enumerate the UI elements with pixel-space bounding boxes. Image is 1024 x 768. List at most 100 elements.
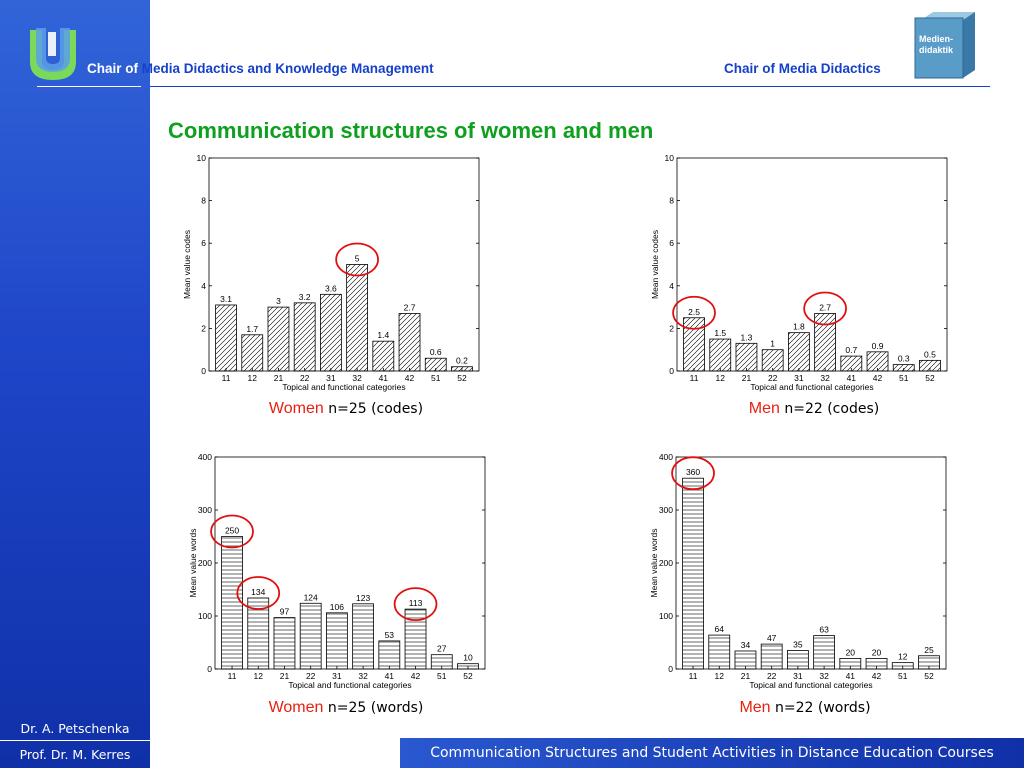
data-label: 35 — [793, 639, 803, 649]
university-logo — [30, 28, 76, 80]
bar — [221, 536, 243, 670]
data-label: 113 — [409, 598, 423, 608]
y-tick-label: 0 — [201, 366, 206, 376]
caption-men-codes: Men n=22 (codes) — [748, 400, 880, 417]
x-tick-label: 52 — [457, 373, 467, 383]
y-tick-label: 2 — [201, 323, 206, 333]
y-tick-label: 200 — [198, 558, 212, 568]
x-tick-label: 31 — [793, 671, 803, 681]
footer-title: Communication Structures and Student Act… — [430, 745, 994, 761]
data-label: 0.5 — [924, 349, 936, 359]
data-label: 64 — [715, 624, 725, 634]
data-label: 1.8 — [793, 322, 805, 332]
y-tick-label: 10 — [665, 153, 675, 163]
y-axis-label: Mean value words — [188, 529, 198, 598]
x-tick-label: 22 — [300, 373, 310, 383]
data-label: 1.7 — [246, 324, 258, 334]
x-tick-label: 11 — [222, 373, 231, 383]
y-tick-label: 100 — [659, 611, 673, 621]
chart-women-codes: 0 2 4 6 8 10 3.1 11 1.7 12 3 21 3.2 22 3.6 31 5 32 1.4 41 2.… — [182, 153, 480, 392]
y-axis-label: Mean value words — [649, 529, 659, 598]
highlight-circle — [210, 514, 254, 549]
data-label: 1.3 — [741, 332, 753, 342]
y-tick-label: 0 — [668, 664, 673, 674]
x-tick-label: 12 — [248, 373, 258, 383]
data-label: 10 — [463, 653, 473, 663]
media-didactics-logo: Medien- didaktik — [914, 12, 975, 79]
y-tick-label: 100 — [198, 611, 212, 621]
svg-text:didaktik: didaktik — [919, 45, 954, 55]
svg-text:Medien-: Medien- — [919, 34, 953, 44]
x-tick-label: 42 — [873, 373, 883, 383]
x-tick-label: 51 — [431, 373, 441, 383]
data-label: 20 — [872, 647, 882, 657]
data-label: 20 — [846, 647, 856, 657]
y-tick-label: 8 — [201, 196, 206, 206]
data-label: 97 — [280, 607, 290, 617]
x-axis-label: Topical and functional categories — [282, 382, 405, 392]
x-tick-label: 22 — [767, 671, 777, 681]
data-label: 250 — [225, 526, 239, 536]
header-divider-sidebar — [37, 86, 141, 87]
bar — [326, 612, 348, 670]
y-axis-label: Mean value codes — [182, 230, 192, 299]
data-label: 0.2 — [456, 356, 468, 366]
bar — [299, 602, 322, 670]
header-chair-left: Chair of Media Didactics and Knowledge M… — [87, 61, 434, 76]
x-tick-label: 21 — [280, 671, 290, 681]
data-label: 134 — [251, 587, 265, 597]
bar — [813, 635, 835, 670]
highlight-circle — [671, 456, 715, 491]
x-tick-label: 41 — [385, 671, 395, 681]
data-label: 0.7 — [845, 345, 857, 355]
x-tick-label: 51 — [899, 373, 909, 383]
bar — [709, 338, 732, 372]
x-tick-label: 31 — [794, 373, 804, 383]
data-label: 1.4 — [377, 330, 389, 340]
data-label: 1 — [770, 339, 775, 349]
bar — [735, 342, 758, 372]
y-tick-label: 0 — [207, 664, 212, 674]
y-tick-label: 300 — [659, 505, 673, 515]
x-tick-label: 21 — [742, 373, 752, 383]
x-tick-label: 32 — [819, 671, 829, 681]
bar — [682, 477, 704, 670]
bar — [267, 306, 290, 372]
y-tick-label: 300 — [198, 505, 212, 515]
y-tick-label: 400 — [198, 452, 212, 462]
x-tick-label: 51 — [898, 671, 908, 681]
bar — [760, 643, 783, 670]
highlight-circle — [393, 587, 438, 622]
footer-bar: Communication Structures and Student Act… — [400, 738, 1024, 768]
y-tick-label: 200 — [659, 558, 673, 568]
data-label: 123 — [356, 593, 370, 603]
bar — [241, 334, 264, 372]
data-label: 53 — [385, 630, 395, 640]
chart-men-words: 0 100 200 300 400 360 11 64 12 34 21 47 22 35 31 63 32 20… — [649, 452, 947, 690]
x-tick-label: 31 — [326, 373, 336, 383]
highlight-circle — [803, 291, 847, 326]
bar — [404, 608, 427, 670]
plot-frame — [676, 157, 948, 372]
footer-divider-sidebar — [0, 740, 150, 741]
y-tick-label: 6 — [669, 238, 674, 248]
sidebar — [0, 0, 150, 768]
highlight-circle — [236, 576, 281, 610]
bar — [378, 640, 401, 670]
bar — [708, 634, 731, 670]
data-label: 2.5 — [688, 307, 700, 317]
data-label: 2.7 — [819, 302, 831, 312]
x-tick-label: 51 — [437, 671, 447, 681]
data-label: 3.1 — [220, 294, 232, 304]
data-label: 3.2 — [299, 292, 311, 302]
x-tick-label: 12 — [715, 671, 725, 681]
data-label: 0.3 — [898, 354, 910, 364]
bar — [372, 340, 395, 372]
data-label: 12 — [898, 652, 908, 662]
data-label: 2.7 — [404, 302, 416, 312]
x-tick-label: 21 — [741, 671, 751, 681]
data-label: 360 — [686, 467, 700, 477]
bar — [788, 332, 810, 372]
y-axis-label: Mean value codes — [650, 230, 660, 299]
y-tick-label: 8 — [669, 196, 674, 206]
